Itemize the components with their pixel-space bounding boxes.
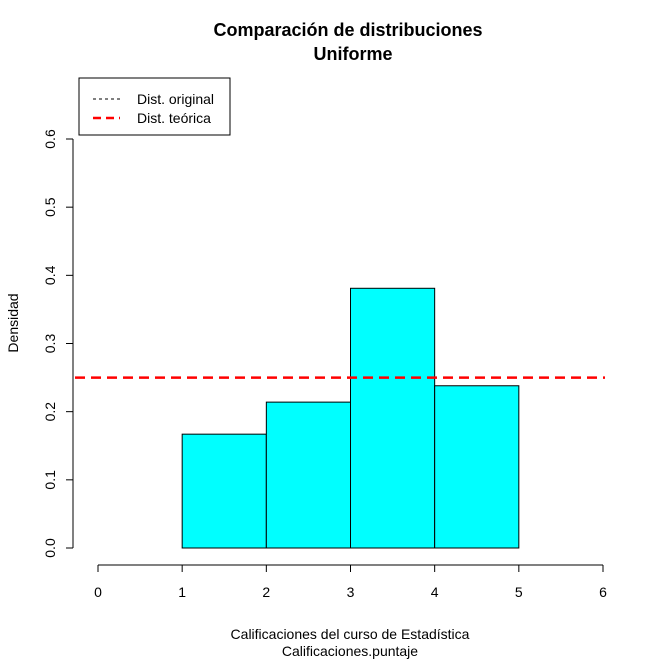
x-axis: 0 1 2 3 4 5 6 [94,564,607,600]
y-tick-label-0.2: 0.2 [42,402,58,422]
x-tick-label-5: 5 [515,584,523,600]
y-axis-label: Densidad [5,293,21,352]
y-tick-label-0.5: 0.5 [42,197,58,217]
chart-title: Comparación de distribuciones [213,20,482,40]
y-tick-label-0.0: 0.0 [42,538,58,558]
histogram-bar-4 [434,385,520,549]
legend-box [78,77,231,136]
y-tick-label-0.4: 0.4 [42,265,58,285]
y-tick-label-0.3: 0.3 [42,334,58,354]
x-tick-label-1: 1 [178,584,186,600]
x-tick-label-2: 2 [262,584,270,600]
chart-subtitle: Uniforme [313,44,392,64]
legend: Dist. original Dist. teórica [78,77,231,136]
histogram-bar-2 [265,401,352,549]
histogram-bar-3 [350,287,436,549]
x-axis-sublabel: Calificaciones.puntaje [282,643,418,659]
y-tick-label-0.6: 0.6 [42,129,58,149]
x-tick-label-3: 3 [347,584,355,600]
legend-label-1: Dist. original [137,91,214,107]
x-tick-label-6: 6 [599,584,607,600]
legend-label-2: Dist. teórica [137,110,211,126]
histogram-bar-1 [181,433,267,549]
bars-group [181,287,520,549]
x-tick-label-0: 0 [94,584,102,600]
y-axis: 0.0 0.1 0.2 0.3 0.4 0.5 0.6 [42,129,74,558]
x-tick-label-4: 4 [431,584,439,600]
x-axis-label: Calificaciones del curso de Estadística [231,626,470,642]
y-tick-label-0.1: 0.1 [42,470,58,490]
